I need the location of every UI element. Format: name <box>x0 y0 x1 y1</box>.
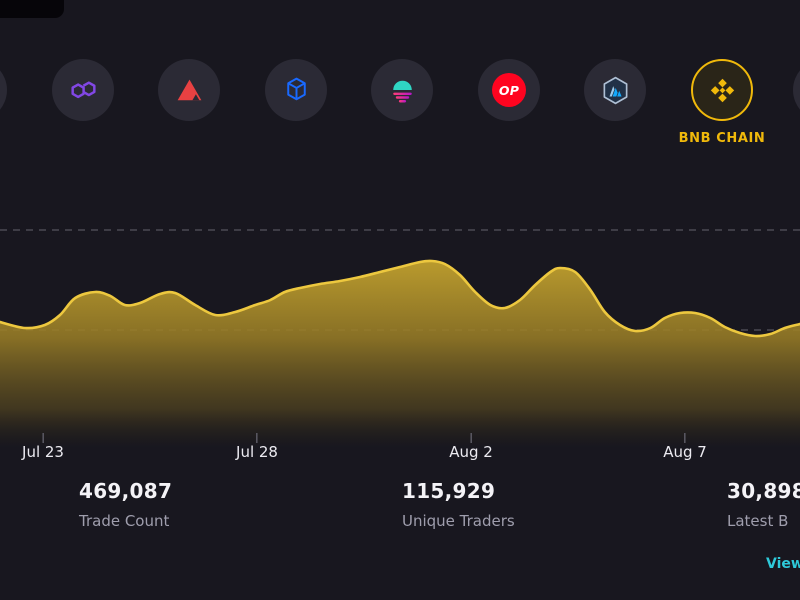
bnb-chain-icon <box>710 78 734 102</box>
arbitrum-icon <box>603 76 627 104</box>
chain-item-partial-left[interactable] <box>0 59 7 121</box>
chain-item-bnb-chain[interactable] <box>691 59 753 121</box>
fantom-icon <box>286 77 306 100</box>
series-line <box>0 259 800 338</box>
x-axis-label-jul23: Jul 23 <box>22 443 64 461</box>
x-axis-label-aug7: Aug 7 <box>663 443 707 461</box>
chain-item-optimism[interactable]: OP <box>478 59 540 121</box>
selected-chain-label: BNB CHAIN <box>678 131 766 146</box>
activity-area-chart <box>0 229 800 448</box>
sunset-chain-icon <box>392 80 412 102</box>
chain-item-arbitrum[interactable] <box>584 59 646 121</box>
polygon-icon <box>70 80 96 98</box>
view-link[interactable]: View <box>766 556 800 572</box>
stat-trade-count: 469,087 Trade Count <box>79 479 172 530</box>
top-left-partial-element <box>0 0 64 18</box>
optimism-icon: OP <box>492 73 526 107</box>
chain-item-partial-right[interactable] <box>793 59 800 121</box>
avalanche-icon <box>177 79 201 100</box>
stat-unique-traders: 115,929 Unique Traders <box>402 479 515 530</box>
x-axis-label-jul28: Jul 28 <box>236 443 278 461</box>
chain-item-fantom[interactable] <box>265 59 327 121</box>
chain-item-avalanche[interactable] <box>158 59 220 121</box>
optimism-badge-text: OP <box>498 82 520 98</box>
chain-item-polygon[interactable] <box>52 59 114 121</box>
stat-label: Latest B <box>727 512 789 530</box>
stat-value: 115,929 <box>402 479 496 503</box>
stat-label: Unique Traders <box>402 512 515 530</box>
area-fill <box>0 260 800 448</box>
x-axis-label-aug2: Aug 2 <box>449 443 493 461</box>
stat-label: Trade Count <box>79 512 170 530</box>
stat-value: 30,898 <box>727 479 800 503</box>
chain-item-sunset[interactable] <box>371 59 433 121</box>
stat-latest-block: 30,898 Latest B <box>727 479 800 530</box>
stat-value: 469,087 <box>79 479 173 503</box>
